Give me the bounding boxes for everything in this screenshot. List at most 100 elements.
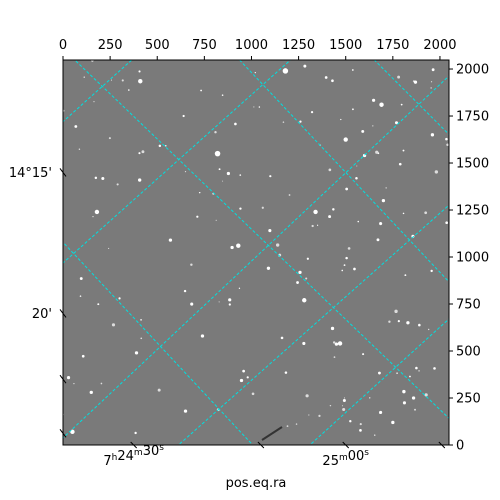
grid-line bbox=[63, 241, 254, 445]
left-tick bbox=[59, 168, 67, 177]
left-minor-tick bbox=[59, 374, 67, 384]
faint-star bbox=[157, 388, 161, 392]
faint-star bbox=[424, 211, 428, 215]
faint-star bbox=[361, 129, 365, 133]
faint-star bbox=[446, 143, 449, 146]
right-pixel-axis: 0 250 500 750 1000 1250 1500 1750 2000 bbox=[449, 63, 489, 454]
left-tick-label: 14°15' bbox=[9, 166, 52, 181]
star bbox=[269, 175, 272, 178]
faint-star bbox=[288, 194, 291, 196]
faint-star bbox=[414, 408, 416, 411]
faint-star bbox=[165, 145, 167, 147]
faint-star bbox=[345, 256, 348, 260]
faint-star bbox=[198, 191, 201, 194]
faint-star bbox=[295, 423, 298, 425]
faint-star bbox=[415, 366, 418, 370]
faint-star bbox=[228, 303, 231, 306]
faint-star bbox=[424, 393, 428, 397]
star bbox=[391, 420, 395, 425]
faint-star bbox=[341, 269, 344, 272]
faint-star bbox=[388, 320, 391, 323]
star bbox=[134, 351, 139, 355]
star bbox=[343, 137, 348, 142]
faint-star bbox=[140, 337, 143, 340]
faint-star bbox=[356, 165, 358, 167]
faint-star bbox=[81, 354, 85, 358]
faint-star bbox=[239, 174, 242, 176]
faint-star bbox=[430, 269, 433, 273]
faint-star bbox=[251, 392, 255, 396]
faint-star bbox=[222, 180, 224, 182]
star bbox=[413, 80, 418, 84]
faint-star bbox=[430, 81, 433, 83]
faint-star bbox=[183, 289, 187, 293]
faint-star bbox=[97, 303, 100, 306]
x-axis-title: pos.eq.ra bbox=[226, 476, 287, 491]
star bbox=[379, 102, 384, 107]
plot-frame bbox=[62, 59, 450, 446]
faint-star bbox=[116, 183, 119, 186]
faint-star bbox=[372, 98, 376, 102]
faint-star bbox=[73, 383, 75, 385]
faint-star bbox=[140, 319, 142, 321]
faint-star bbox=[351, 69, 354, 71]
faint-star bbox=[402, 401, 407, 405]
faint-star bbox=[311, 224, 314, 228]
faint-star bbox=[258, 106, 261, 108]
faint-star bbox=[329, 404, 332, 407]
faint-star bbox=[375, 150, 379, 154]
grid-line bbox=[63, 60, 133, 123]
faint-star bbox=[418, 370, 420, 372]
faint-star bbox=[190, 263, 193, 266]
faint-star bbox=[374, 434, 376, 436]
grid-line bbox=[373, 60, 449, 136]
faint-star bbox=[324, 76, 328, 79]
faint-star bbox=[342, 407, 346, 412]
faint-star bbox=[369, 397, 371, 399]
bottom-minor-tick bbox=[257, 441, 265, 449]
faint-star bbox=[303, 64, 307, 68]
faint-star bbox=[190, 302, 194, 306]
star bbox=[313, 209, 318, 215]
faint-star bbox=[318, 414, 321, 417]
right-tick-label: 1250 bbox=[456, 204, 489, 219]
bottom-tick-label: 25m00s bbox=[322, 448, 369, 469]
faint-star bbox=[218, 301, 220, 303]
top-tick-label: 1000 bbox=[235, 38, 268, 53]
grid-line bbox=[309, 318, 449, 445]
star bbox=[70, 429, 75, 435]
faint-star bbox=[379, 222, 383, 226]
right-tick-label: 1500 bbox=[456, 157, 489, 172]
star bbox=[236, 243, 241, 248]
faint-star bbox=[353, 267, 356, 271]
star bbox=[138, 79, 143, 84]
bottom-tick bbox=[130, 441, 138, 449]
faint-star bbox=[343, 397, 346, 399]
faint-star bbox=[385, 187, 387, 189]
left-tick-label: 20' bbox=[32, 307, 52, 322]
faint-star bbox=[349, 420, 352, 423]
top-tick-label: 1500 bbox=[329, 38, 362, 53]
star bbox=[430, 133, 435, 137]
faint-star bbox=[404, 274, 407, 277]
faint-star bbox=[286, 425, 289, 428]
faint-star bbox=[357, 220, 360, 223]
bottom-minor-tick bbox=[438, 441, 446, 449]
grid-line bbox=[238, 60, 449, 283]
faint-star bbox=[121, 79, 124, 82]
faint-star bbox=[158, 144, 162, 148]
faint-star bbox=[409, 375, 411, 378]
faint-star bbox=[305, 394, 309, 398]
faint-star bbox=[341, 405, 344, 407]
faint-star bbox=[431, 68, 435, 72]
faint-star bbox=[400, 103, 403, 106]
faint-star bbox=[347, 247, 351, 250]
faint-star bbox=[138, 152, 141, 155]
top-tick-label: 2000 bbox=[423, 38, 456, 53]
faint-star bbox=[101, 176, 105, 181]
top-tick-label: 500 bbox=[145, 38, 170, 53]
faint-star bbox=[302, 341, 306, 346]
star bbox=[302, 298, 307, 303]
faint-star bbox=[228, 298, 232, 302]
faint-star bbox=[359, 429, 362, 432]
